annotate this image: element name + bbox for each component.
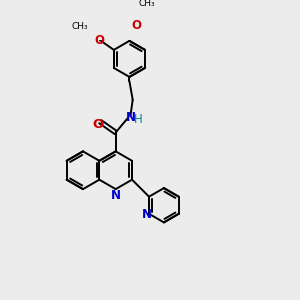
Text: O: O	[93, 118, 104, 131]
Text: O: O	[95, 34, 105, 46]
Text: H: H	[134, 113, 142, 126]
Text: N: N	[142, 208, 152, 221]
Text: CH₃: CH₃	[72, 22, 88, 31]
Text: CH₃: CH₃	[139, 0, 155, 8]
Text: O: O	[132, 19, 142, 32]
Text: N: N	[125, 111, 135, 124]
Text: N: N	[111, 189, 121, 202]
